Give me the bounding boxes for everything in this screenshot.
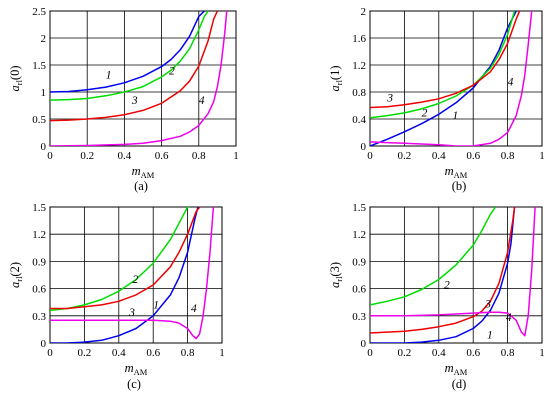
panel-a: 0 0.2 0.4 0.6 0.8 1 0 0.5 1 1.5 2 2.5 mAM arl(0) 1 2 3 4 (… — [8, 6, 239, 193]
y-tick-label: 0.9 — [32, 256, 46, 268]
x-tick-label: 0 — [367, 150, 373, 162]
series-1-annotation: 1 — [453, 110, 459, 122]
y-tick-label: 1.2 — [32, 229, 46, 241]
x-tick-label: 0.2 — [398, 347, 412, 359]
x-tick-label: 0.2 — [80, 150, 94, 162]
x-tick-label: 0.4 — [112, 347, 126, 359]
x-tick-label: 0.8 — [501, 347, 515, 359]
y-tick-label: 0.5 — [32, 114, 46, 126]
panel-label: (c) — [127, 377, 141, 391]
series-4-annotation: 4 — [506, 312, 512, 324]
y-tick-label: 1.2 — [352, 229, 366, 241]
x-axis-label: mAM — [125, 361, 148, 377]
y-tick-label: 1.2 — [352, 60, 366, 72]
y-tick-label: 1 — [41, 87, 47, 99]
y-tick-label: 2 — [41, 33, 47, 45]
x-tick-label: 0.8 — [501, 150, 515, 162]
x-tick-label: 0 — [47, 347, 53, 359]
series-2-annotation: 2 — [422, 107, 428, 119]
x-tick-label: 0.6 — [466, 150, 480, 162]
y-tick-label: 0.8 — [352, 87, 366, 99]
y-tick-label: 1.5 — [32, 60, 46, 72]
panel-label: (d) — [452, 377, 467, 391]
series-4-annotation: 4 — [191, 303, 197, 315]
series-2-annotation: 2 — [444, 280, 450, 292]
x-tick-label: 1 — [219, 347, 225, 359]
x-tick-label: 0 — [47, 150, 53, 162]
y-axis-label: arl(3) — [328, 262, 344, 288]
y-tick-label: 1.6 — [352, 33, 366, 45]
x-tick-label: 1 — [539, 150, 545, 162]
x-tick-label: 0.4 — [432, 347, 446, 359]
y-axis-label: arl(2) — [8, 262, 24, 288]
panel-label: (b) — [452, 179, 467, 193]
series-2-annotation: 2 — [133, 274, 139, 286]
x-tick-label: 0.6 — [155, 150, 169, 162]
series-2-annotation: 2 — [169, 66, 175, 78]
series-1-line — [370, 207, 515, 343]
y-axis-label: arl(0) — [8, 65, 24, 91]
series-3-annotation: 3 — [484, 299, 491, 311]
x-axis-label: mAM — [445, 164, 468, 180]
x-tick-label: 0.8 — [181, 347, 195, 359]
series-4-annotation: 4 — [199, 95, 205, 107]
series-3-line — [50, 207, 200, 309]
x-tick-label: 0.6 — [146, 347, 160, 359]
series-1-annotation: 1 — [153, 300, 159, 312]
y-tick-label: 0 — [361, 141, 367, 153]
y-tick-label: 0.6 — [32, 284, 46, 296]
y-tick-label: 0 — [361, 338, 367, 350]
x-tick-label: 1 — [539, 347, 545, 359]
x-tick-label: 0.8 — [192, 150, 206, 162]
plot-frame — [50, 11, 236, 146]
x-tick-label: 0.4 — [118, 150, 132, 162]
x-axis-label: mAM — [445, 361, 468, 377]
series-3-annotation: 3 — [386, 92, 393, 104]
y-tick-label: 0.9 — [352, 256, 366, 268]
y-tick-label: 0 — [41, 141, 47, 153]
y-tick-label: 0.3 — [352, 311, 366, 323]
x-tick-label: 0.2 — [398, 150, 412, 162]
x-axis-label: mAM — [132, 164, 155, 180]
series-2-line — [370, 207, 496, 305]
y-tick-label: 1.5 — [32, 202, 46, 214]
series-3-annotation: 3 — [128, 307, 135, 319]
series-1-annotation: 1 — [487, 329, 493, 341]
panel-c: 0 0.2 0.4 0.6 0.8 1 0 0.3 0.6 0.9 1.2 1.5 mAM arl(2) 1… — [8, 202, 225, 391]
y-tick-label: 0.6 — [352, 284, 366, 296]
y-tick-label: 2.5 — [32, 6, 46, 18]
series-2-line — [50, 207, 189, 310]
y-tick-label: 0 — [41, 338, 47, 350]
series-1-line — [50, 11, 204, 92]
plot-frame — [370, 11, 542, 146]
x-tick-label: 0.6 — [466, 347, 480, 359]
x-tick-label: 1 — [233, 150, 239, 162]
panel-b: 0 0.2 0.4 0.6 0.8 1 0 0.4 0.8 1.2 1.6 2 mAM arl(1) 1 2 3… — [328, 6, 545, 193]
x-tick-label: 0.4 — [432, 150, 446, 162]
x-tick-label: 0.2 — [78, 347, 92, 359]
y-tick-label: 0.4 — [352, 114, 366, 126]
x-tick-label: 0 — [367, 347, 373, 359]
panel-d: 0 0.2 0.4 0.6 0.8 1 0 0.3 0.6 0.9 1.2 1.5 mAM arl(3) 1… — [328, 202, 545, 391]
y-tick-label: 0.3 — [32, 311, 46, 323]
series-1-line — [370, 11, 516, 146]
y-tick-label: 2 — [361, 6, 367, 18]
series-3-annotation: 3 — [131, 95, 138, 107]
series-4-annotation: 4 — [508, 76, 514, 88]
y-tick-label: 1.5 — [352, 202, 366, 214]
y-axis-label: arl(1) — [328, 65, 344, 91]
panel-label: (a) — [134, 179, 148, 193]
series-1-annotation: 1 — [106, 70, 112, 82]
